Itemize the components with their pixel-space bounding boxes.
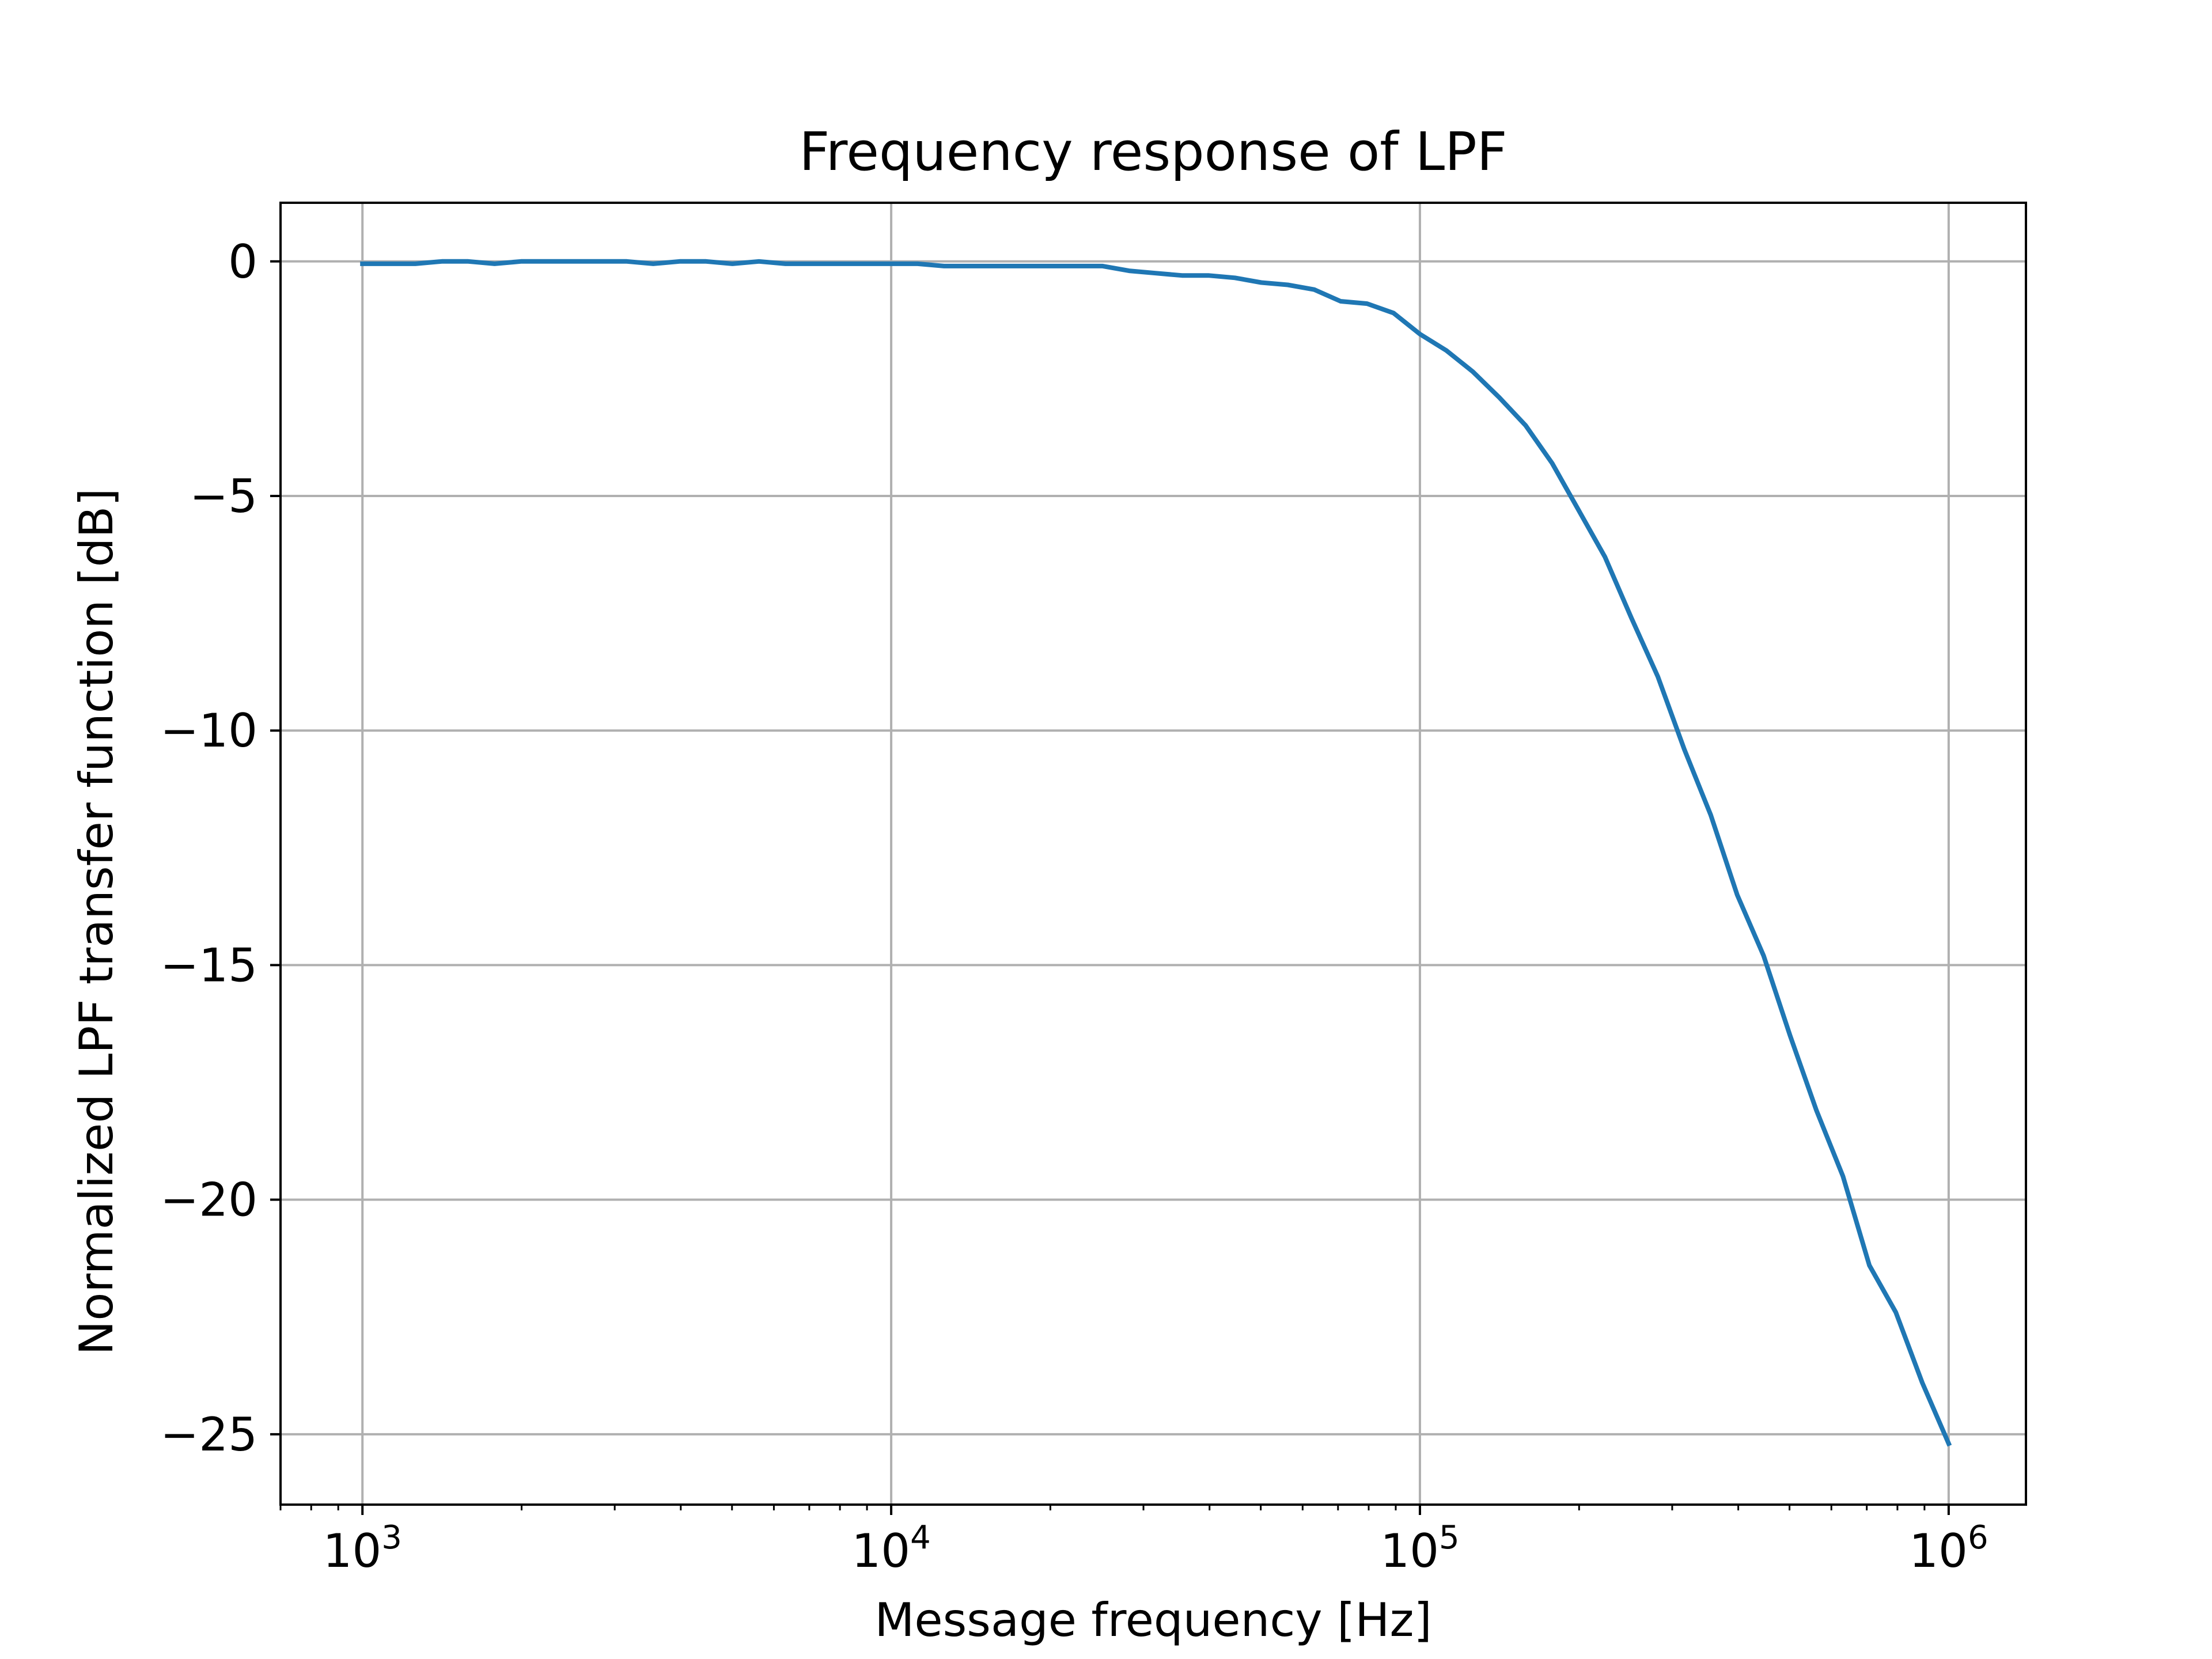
y-tick-label: −5: [190, 469, 257, 523]
x-tick-base: 10: [1909, 1524, 1968, 1578]
x-tick-exponent: 4: [910, 1519, 931, 1556]
x-tick-label: 105: [1380, 1519, 1459, 1578]
y-tick-label: −10: [160, 704, 257, 757]
x-tick-base: 10: [1380, 1524, 1439, 1578]
x-tick-label: 106: [1909, 1519, 1988, 1578]
x-axis-label: Message frequency [Hz]: [874, 1593, 1431, 1647]
x-tick-label: 103: [323, 1519, 402, 1578]
chart-title: Frequency response of LPF: [799, 121, 1507, 183]
tick-marks: [270, 260, 1950, 1515]
x-tick-base: 10: [851, 1524, 910, 1578]
y-tick-label: −15: [160, 938, 257, 992]
x-tick-label: 104: [851, 1519, 930, 1578]
x-tick-base: 10: [323, 1524, 381, 1578]
x-tick-exponent: 6: [1968, 1519, 1988, 1556]
y-tick-label: −25: [160, 1408, 257, 1461]
y-tick-label: 0: [228, 235, 257, 289]
y-axis-label: Normalized LPF transfer function [dB]: [70, 488, 123, 1355]
series-layer: [360, 259, 1952, 1447]
x-tick-exponent: 3: [381, 1519, 402, 1556]
series-line: [360, 259, 1952, 1447]
y-tick-label: −20: [160, 1173, 257, 1227]
plot-frame: [279, 202, 2027, 1506]
x-tick-exponent: 5: [1439, 1519, 1460, 1556]
